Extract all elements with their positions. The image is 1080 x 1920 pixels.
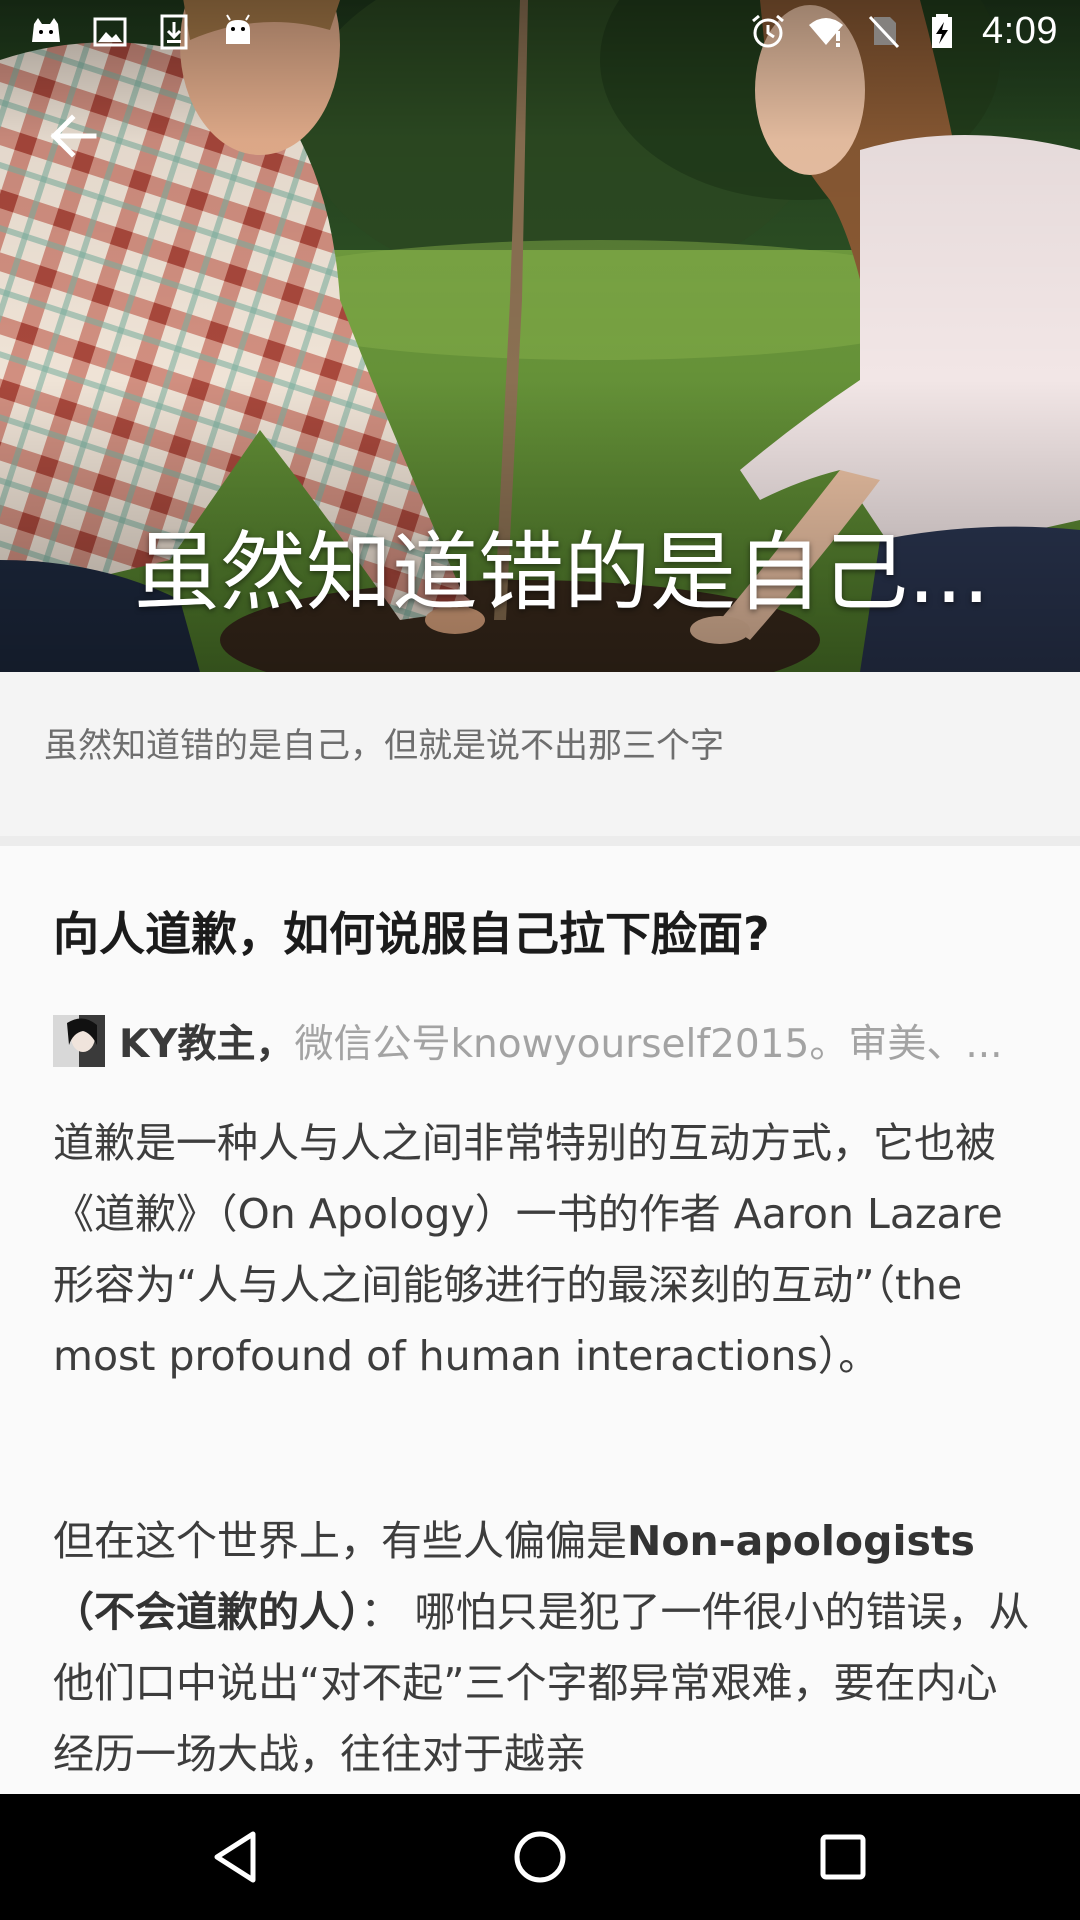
wifi-icon <box>809 18 844 47</box>
author-row[interactable]: KY教主， 微信公号knowyourself2015。审美、... <box>53 1014 1013 1068</box>
article-subtitle: 虽然知道错的是自己，但就是说不出那三个字 <box>44 726 724 766</box>
alarm-icon <box>752 14 784 48</box>
home-nav-icon[interactable] <box>507 1824 573 1890</box>
image-notification-icon <box>93 17 127 47</box>
back-arrow-icon[interactable] <box>44 108 104 164</box>
section-divider <box>0 836 1080 846</box>
author-bio: 微信公号knowyourself2015。审美、... <box>294 1022 1003 1067</box>
battery-charging-icon <box>932 14 953 48</box>
hero-image: 4:09 虽然知道错的是自己... <box>0 0 1080 672</box>
android-notification-icon <box>226 14 250 44</box>
paragraph-2: 但在这个世界上，有些人偏偏是Non-apologists（不会道歉的人）： 哪怕… <box>53 1506 1033 1790</box>
recents-nav-icon[interactable] <box>810 1824 876 1890</box>
paragraph-1: 道歉是一种人与人之间非常特别的互动方式，它也被《道歉》（On Apology）一… <box>53 1119 1003 1380</box>
hero-shade <box>0 0 1080 672</box>
status-bar-system: 4:09 <box>750 8 1058 54</box>
status-bar-notifications <box>28 10 256 54</box>
hero-title: 虽然知道错的是自己... <box>134 523 991 623</box>
article-body <box>0 846 1080 1794</box>
subtitle-strip <box>0 672 1080 836</box>
hero-photo <box>0 0 1080 672</box>
question-title[interactable]: 向人道歉，如何说服自己拉下脸面? <box>53 907 770 961</box>
author-name: KY教主， <box>119 1022 295 1067</box>
navigation-bar <box>0 1794 1080 1920</box>
status-bar: 4:09 <box>0 0 1080 63</box>
paragraph-2-rest: ： 哪怕只是犯了一件很小的错误，从他们口中说出“对不起”三个字都异常艰难，要在内… <box>53 1588 1030 1778</box>
app-notification-icon <box>32 18 60 42</box>
download-notification-icon <box>160 14 188 50</box>
no-sim-icon <box>868 15 900 49</box>
paragraph-2-text: 但在这个世界上，有些人偏偏是 <box>53 1517 627 1565</box>
avatar[interactable] <box>53 1015 105 1067</box>
paragraph-2-bold: Non-apologists（不会道歉的人） <box>53 1517 975 1636</box>
back-nav-icon[interactable] <box>203 1824 269 1890</box>
status-time: 4:09 <box>982 9 1058 52</box>
